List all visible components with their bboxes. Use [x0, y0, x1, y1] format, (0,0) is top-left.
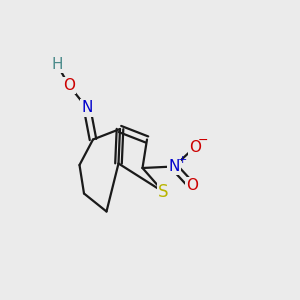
Text: +: + [178, 155, 187, 165]
Text: S: S [158, 183, 169, 201]
Text: −: − [198, 134, 209, 147]
Text: O: O [63, 78, 75, 93]
Text: N: N [168, 159, 180, 174]
Text: N: N [81, 100, 93, 116]
Text: H: H [51, 57, 63, 72]
Text: O: O [189, 140, 201, 154]
Text: O: O [186, 178, 198, 194]
